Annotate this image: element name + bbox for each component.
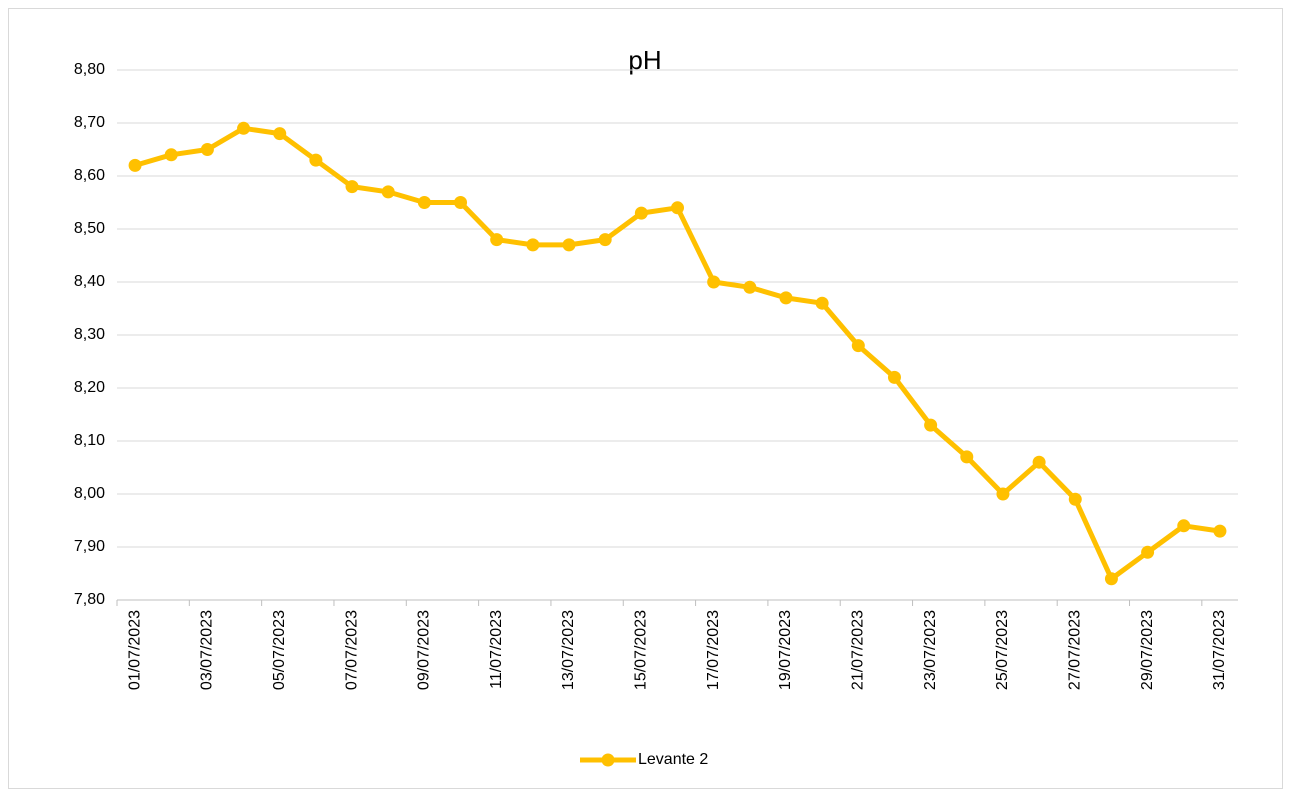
x-tick-label: 05/07/2023 [271, 610, 288, 690]
data-point [128, 158, 142, 172]
x-tick-label: 25/07/2023 [994, 610, 1011, 690]
data-point [707, 275, 721, 289]
data-point [417, 196, 431, 209]
data-point [671, 201, 684, 215]
chart-border [8, 8, 1283, 789]
data-point [887, 370, 901, 384]
x-tick-label: 29/07/2023 [1139, 610, 1156, 690]
legend-label: Levante 2 [638, 751, 708, 768]
data-point [454, 196, 468, 209]
data-point [996, 487, 1010, 501]
y-tick-label: 8,30 [74, 326, 105, 343]
x-tick-label: 17/07/2023 [705, 610, 722, 690]
x-tick-label: 07/07/2023 [343, 610, 360, 690]
y-tick-label: 8,60 [74, 167, 105, 184]
x-tick-label: 27/07/2023 [1066, 610, 1083, 690]
y-tick-label: 8,20 [74, 379, 105, 396]
y-tick-label: 7,80 [74, 591, 105, 608]
data-point [743, 280, 757, 294]
data-point [309, 153, 323, 167]
data-point [381, 185, 395, 199]
x-tick-label: 13/07/2023 [560, 610, 577, 690]
data-point [273, 127, 287, 141]
data-point [1213, 524, 1227, 538]
data-point [490, 233, 504, 247]
data-point [1177, 519, 1191, 533]
x-tick-label: 09/07/2023 [416, 610, 433, 690]
data-point [200, 143, 214, 156]
data-point [634, 206, 648, 220]
x-tick-label: 31/07/2023 [1211, 610, 1228, 690]
legend-marker [601, 753, 615, 767]
data-point [1068, 492, 1082, 506]
y-tick-label: 8,80 [74, 61, 105, 78]
data-point [562, 238, 576, 252]
y-tick-label: 8,70 [74, 114, 105, 131]
y-tick-label: 8,50 [74, 220, 105, 237]
data-point [598, 233, 612, 247]
y-tick-label: 7,90 [74, 538, 105, 555]
data-point [164, 148, 178, 162]
data-point [345, 180, 359, 194]
x-tick-label: 19/07/2023 [777, 610, 794, 690]
data-point [851, 339, 865, 353]
x-tick-label: 01/07/2023 [126, 610, 143, 690]
data-point [1141, 545, 1155, 559]
y-tick-label: 8,00 [74, 485, 105, 502]
data-point [960, 450, 974, 464]
y-tick-label: 8,40 [74, 273, 105, 290]
x-tick-label: 11/07/2023 [488, 610, 505, 689]
data-point [1032, 455, 1046, 469]
x-tick-label: 23/07/2023 [922, 610, 939, 690]
data-point [237, 121, 251, 135]
data-point [815, 296, 829, 310]
data-point [924, 418, 938, 432]
x-tick-label: 15/07/2023 [633, 610, 650, 690]
data-point [1104, 572, 1118, 586]
y-tick-label: 8,10 [74, 432, 105, 449]
data-point [526, 238, 540, 252]
data-point [779, 291, 793, 305]
x-tick-label: 21/07/2023 [850, 610, 867, 690]
x-tick-label: 03/07/2023 [199, 610, 216, 690]
